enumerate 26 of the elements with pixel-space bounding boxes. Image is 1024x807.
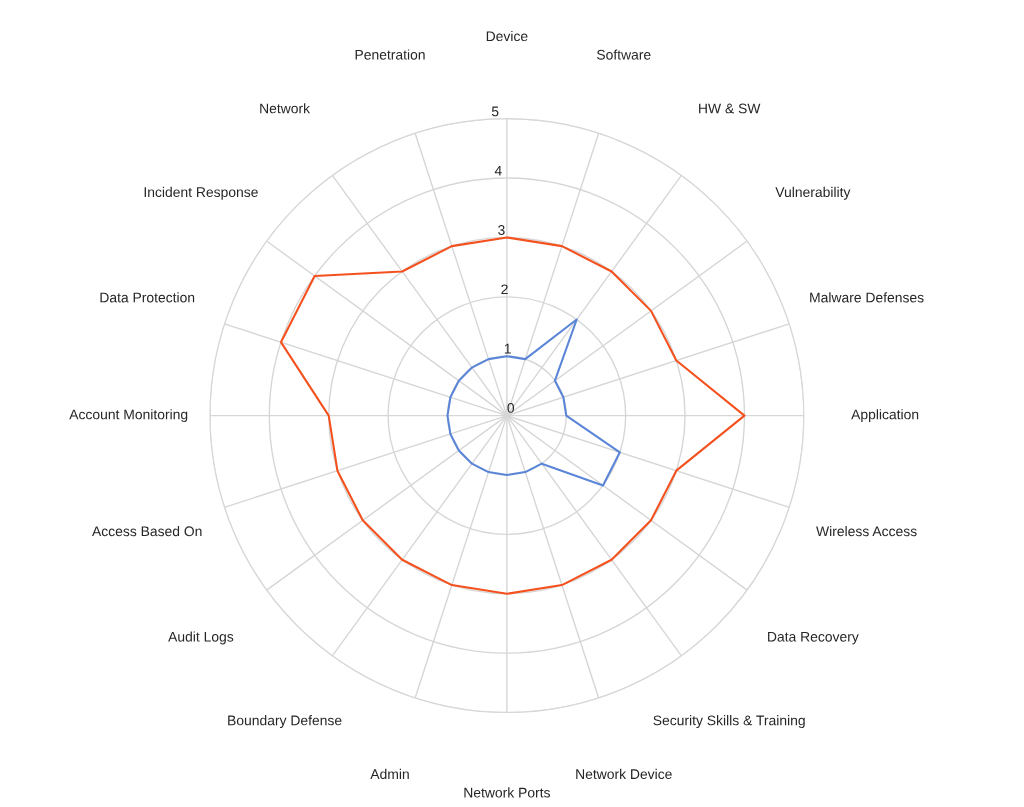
spoke-label: Access Based On <box>92 526 202 537</box>
spoke-label: Network <box>260 103 311 114</box>
spoke-label: Security Skills & Training <box>653 715 805 729</box>
spoke-label: Boundary Defense <box>228 715 342 729</box>
spoke-label: Data Protection <box>100 292 195 303</box>
spoke-label: Penetration <box>355 49 425 60</box>
y-tick-label: 5 <box>491 106 499 117</box>
spoke-label: Incident Response <box>144 186 258 200</box>
spoke-label: Admin <box>370 768 409 780</box>
spoke-label: Network Device <box>576 768 672 780</box>
spoke-label: Malware Defenses <box>810 292 924 303</box>
y-tick-label: 4 <box>494 165 502 176</box>
spoke-label: HW & SW <box>699 103 761 114</box>
spoke-label: Device <box>486 30 528 42</box>
spoke-label: Wireless Access <box>816 526 917 537</box>
y-tick-label: 1 <box>504 343 511 354</box>
spoke-label: Vulnerability <box>775 186 851 200</box>
y-tick-label: 3 <box>498 225 505 235</box>
spoke-label: Software <box>596 49 651 60</box>
spoke-label: Network Ports <box>464 787 550 798</box>
spoke-label: Audit Logs <box>168 631 234 645</box>
spoke-label: Application <box>851 409 919 423</box>
y-tick-label: 0 <box>507 403 515 413</box>
spoke-label: Account Monitoring <box>69 409 188 423</box>
spoke-label: Data Recovery <box>768 631 859 645</box>
y-tick-label: 2 <box>501 284 508 295</box>
